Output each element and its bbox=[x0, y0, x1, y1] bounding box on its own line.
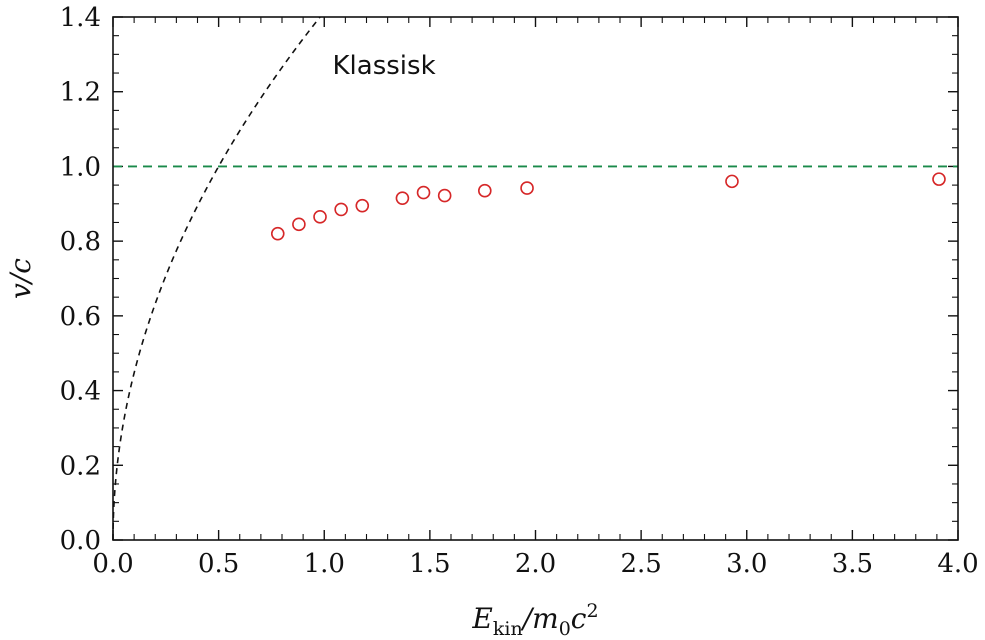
data-points-group bbox=[270, 172, 946, 241]
x-axis-label-mid: /m bbox=[520, 602, 559, 635]
x-axis-label-main: E bbox=[471, 602, 492, 635]
y-tick-label: 0.8 bbox=[60, 227, 101, 257]
data-point bbox=[313, 210, 327, 224]
annotations: Klassisk bbox=[333, 51, 436, 81]
tick-marks bbox=[112, 16, 959, 541]
data-point bbox=[416, 185, 431, 200]
y-tick-labels: 0.0 0.2 0.4 0.6 0.8 1.0 1.2 1.4 bbox=[60, 3, 101, 556]
classical-curve bbox=[112, 16, 321, 541]
x-tick-label: 2.0 bbox=[515, 549, 556, 579]
x-tick-label: 0.5 bbox=[198, 549, 239, 579]
y-tick-label: 0.0 bbox=[60, 526, 101, 556]
data-point bbox=[520, 181, 534, 195]
x-tick-label: 4.0 bbox=[937, 549, 978, 579]
data-point bbox=[437, 188, 452, 203]
x-tick-label: 1.0 bbox=[304, 549, 345, 579]
x-tick-label: 2.5 bbox=[620, 549, 661, 579]
y-tick-label: 1.0 bbox=[60, 152, 101, 182]
x-axis-label-tail: c bbox=[571, 602, 587, 635]
x-tick-label: 1.5 bbox=[409, 549, 450, 579]
data-point bbox=[270, 226, 285, 241]
x-axis-label: Ekin/m0c2 bbox=[471, 600, 598, 640]
classical-curve-group bbox=[112, 16, 321, 541]
x-tick-label: 0.0 bbox=[92, 549, 133, 579]
x-axis-label-sub2: 0 bbox=[559, 618, 571, 640]
x-tick-label: 3.0 bbox=[726, 549, 767, 579]
y-tick-label: 0.2 bbox=[60, 451, 101, 481]
plot-frame bbox=[112, 16, 959, 541]
data-point bbox=[395, 191, 410, 205]
y-tick-label: 1.4 bbox=[60, 3, 101, 33]
data-point bbox=[725, 174, 739, 189]
y-tick-label: 1.2 bbox=[60, 78, 101, 108]
x-tick-label: 3.5 bbox=[832, 549, 873, 579]
classical-annotation: Klassisk bbox=[333, 51, 436, 81]
x-tick-labels: 0.0 0.5 1.0 1.5 2.0 2.5 3.0 3.5 4.0 bbox=[92, 549, 978, 579]
y-tick-label: 0.6 bbox=[60, 302, 101, 332]
data-point bbox=[334, 202, 348, 217]
data-point bbox=[292, 217, 306, 232]
y-axis-label: v/c bbox=[4, 258, 37, 299]
y-tick-label: 0.4 bbox=[60, 377, 101, 407]
data-point bbox=[477, 183, 492, 198]
x-axis-label-sup: 2 bbox=[586, 600, 598, 622]
x-axis-label-sub: kin bbox=[493, 618, 523, 640]
data-point bbox=[932, 172, 946, 186]
data-point bbox=[355, 198, 370, 213]
